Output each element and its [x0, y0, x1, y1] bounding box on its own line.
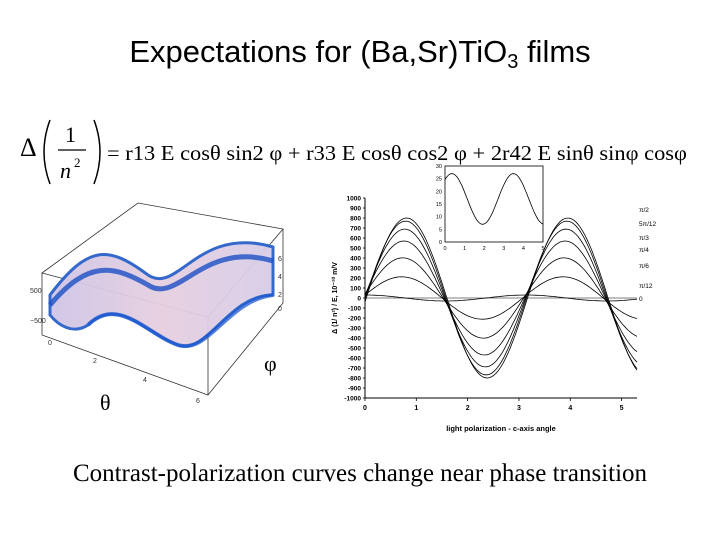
line-chart: 10009008007006005004003002001000-100-200…	[331, 164, 657, 433]
surface-axis-tick: 0	[48, 340, 52, 347]
series-line	[364, 276, 638, 320]
surface-plot: 500 −500 0 2 4 6 0 2 4 6 θ φ	[30, 202, 284, 415]
title-subscript: 3	[507, 51, 519, 73]
surface-right-tick: 4	[278, 274, 282, 281]
y-tick-label: 300	[350, 266, 361, 273]
y-tick-label: -600	[348, 356, 361, 363]
y-tick-label: -300	[348, 326, 361, 333]
inset-x-tick-label: 4	[522, 246, 525, 252]
y-tick-label: 100	[350, 286, 361, 293]
surface-right-tick: 0	[278, 306, 282, 313]
series-line	[364, 257, 638, 339]
x-tick-label: 4	[568, 405, 572, 412]
inset-x-tick-label: 5	[541, 246, 544, 252]
inset-x-tick-label: 1	[463, 246, 466, 252]
series-line	[364, 240, 638, 356]
surface-axis-tick: 4	[143, 377, 147, 384]
equation-right-paren	[93, 119, 101, 185]
series-label: π/6	[639, 263, 649, 270]
inset-y-tick-label: 5	[439, 227, 442, 233]
series-line	[364, 228, 638, 368]
y-tick-label: -900	[348, 386, 361, 393]
equation-numerator: 1	[65, 122, 76, 147]
x-tick-label: 0	[363, 405, 367, 412]
y-tick-label: 500	[350, 246, 361, 253]
slide-caption: Contrast-polarization curves change near…	[72, 460, 648, 487]
equation-left-paren	[43, 119, 51, 185]
x-axis-label: light polarization - c-axis angle	[446, 424, 556, 433]
x-tick-label: 1	[414, 405, 418, 412]
surface-ridge	[48, 254, 274, 307]
chart-layer: 10009008007006005004003002001000-100-200…	[331, 164, 657, 433]
series-label: 0	[639, 296, 643, 303]
slide-title: Expectations for (Ba,Sr)TiO3 films	[0, 34, 720, 74]
series-line	[364, 220, 638, 376]
series-label: π/12	[639, 283, 653, 290]
inset-x-tick-label: 2	[483, 246, 486, 252]
equation-denominator-exp: 2	[74, 155, 81, 170]
y-tick-label: -500	[348, 346, 361, 353]
title-main: Expectations for (Ba,Sr)TiO	[129, 34, 508, 69]
surface-right-tick: 2	[278, 292, 282, 299]
surface-vertical-tick: −500	[30, 318, 46, 325]
surface-axis-tick: 6	[196, 398, 200, 405]
y-tick-label: 700	[350, 226, 361, 233]
series-label: 5π/12	[639, 221, 657, 228]
inset-frame	[444, 165, 544, 243]
y-tick-label: 400	[350, 256, 361, 263]
equation: Δ 1 n 2 = r13 E cosθ sin2 φ + r33 E cosθ…	[20, 119, 687, 185]
equation-delta: Δ	[20, 133, 37, 162]
series-line	[364, 217, 638, 379]
surface-axis-tick: 2	[93, 358, 97, 365]
y-axis-label: Δ (1/ n²) / E, 10⁻¹⁰ m/V	[331, 262, 339, 334]
series-label: π/3	[639, 235, 649, 242]
theta-label: θ	[100, 390, 111, 415]
inset-x-tick-label: 3	[502, 246, 505, 252]
y-tick-label: -1000	[344, 396, 361, 403]
y-tick-label: -200	[348, 316, 361, 323]
inset-x-tick-label: 0	[443, 246, 446, 252]
inset-curve	[444, 173, 544, 225]
equation-rhs: = r13 E cosθ sin2 φ + r33 E cosθ cos2 φ …	[107, 141, 687, 165]
y-tick-label: 600	[350, 236, 361, 243]
surface-right-tick: 6	[278, 256, 282, 263]
x-tick-label: 2	[466, 405, 470, 412]
equation-denominator: n	[60, 158, 71, 183]
inset-y-tick-label: 0	[439, 240, 442, 246]
series-label: π/4	[639, 247, 649, 254]
inset-y-tick-label: 20	[436, 189, 442, 195]
y-tick-label: 0	[357, 296, 361, 303]
y-tick-label: -800	[348, 376, 361, 383]
surface-vertical-tick: 500	[30, 288, 42, 295]
series-label: π/2	[639, 207, 649, 214]
inset-y-tick-label: 25	[436, 177, 442, 183]
y-tick-label: 900	[350, 206, 361, 213]
y-tick-label: 800	[350, 216, 361, 223]
title-tail: films	[518, 34, 591, 69]
phi-label: φ	[264, 351, 277, 376]
inset-y-tick-label: 10	[436, 215, 442, 221]
y-tick-label: -700	[348, 366, 361, 373]
inset-y-tick-label: 30	[436, 164, 442, 170]
surface-trough	[86, 293, 274, 349]
y-tick-label: 200	[350, 276, 361, 283]
series-line	[365, 294, 638, 302]
y-tick-label: -400	[348, 336, 361, 343]
x-tick-label: 3	[517, 405, 521, 412]
x-tick-label: 5	[620, 405, 624, 412]
inset-y-tick-label: 15	[436, 202, 442, 208]
y-tick-label: 1000	[347, 196, 362, 203]
y-tick-label: -100	[348, 306, 361, 313]
